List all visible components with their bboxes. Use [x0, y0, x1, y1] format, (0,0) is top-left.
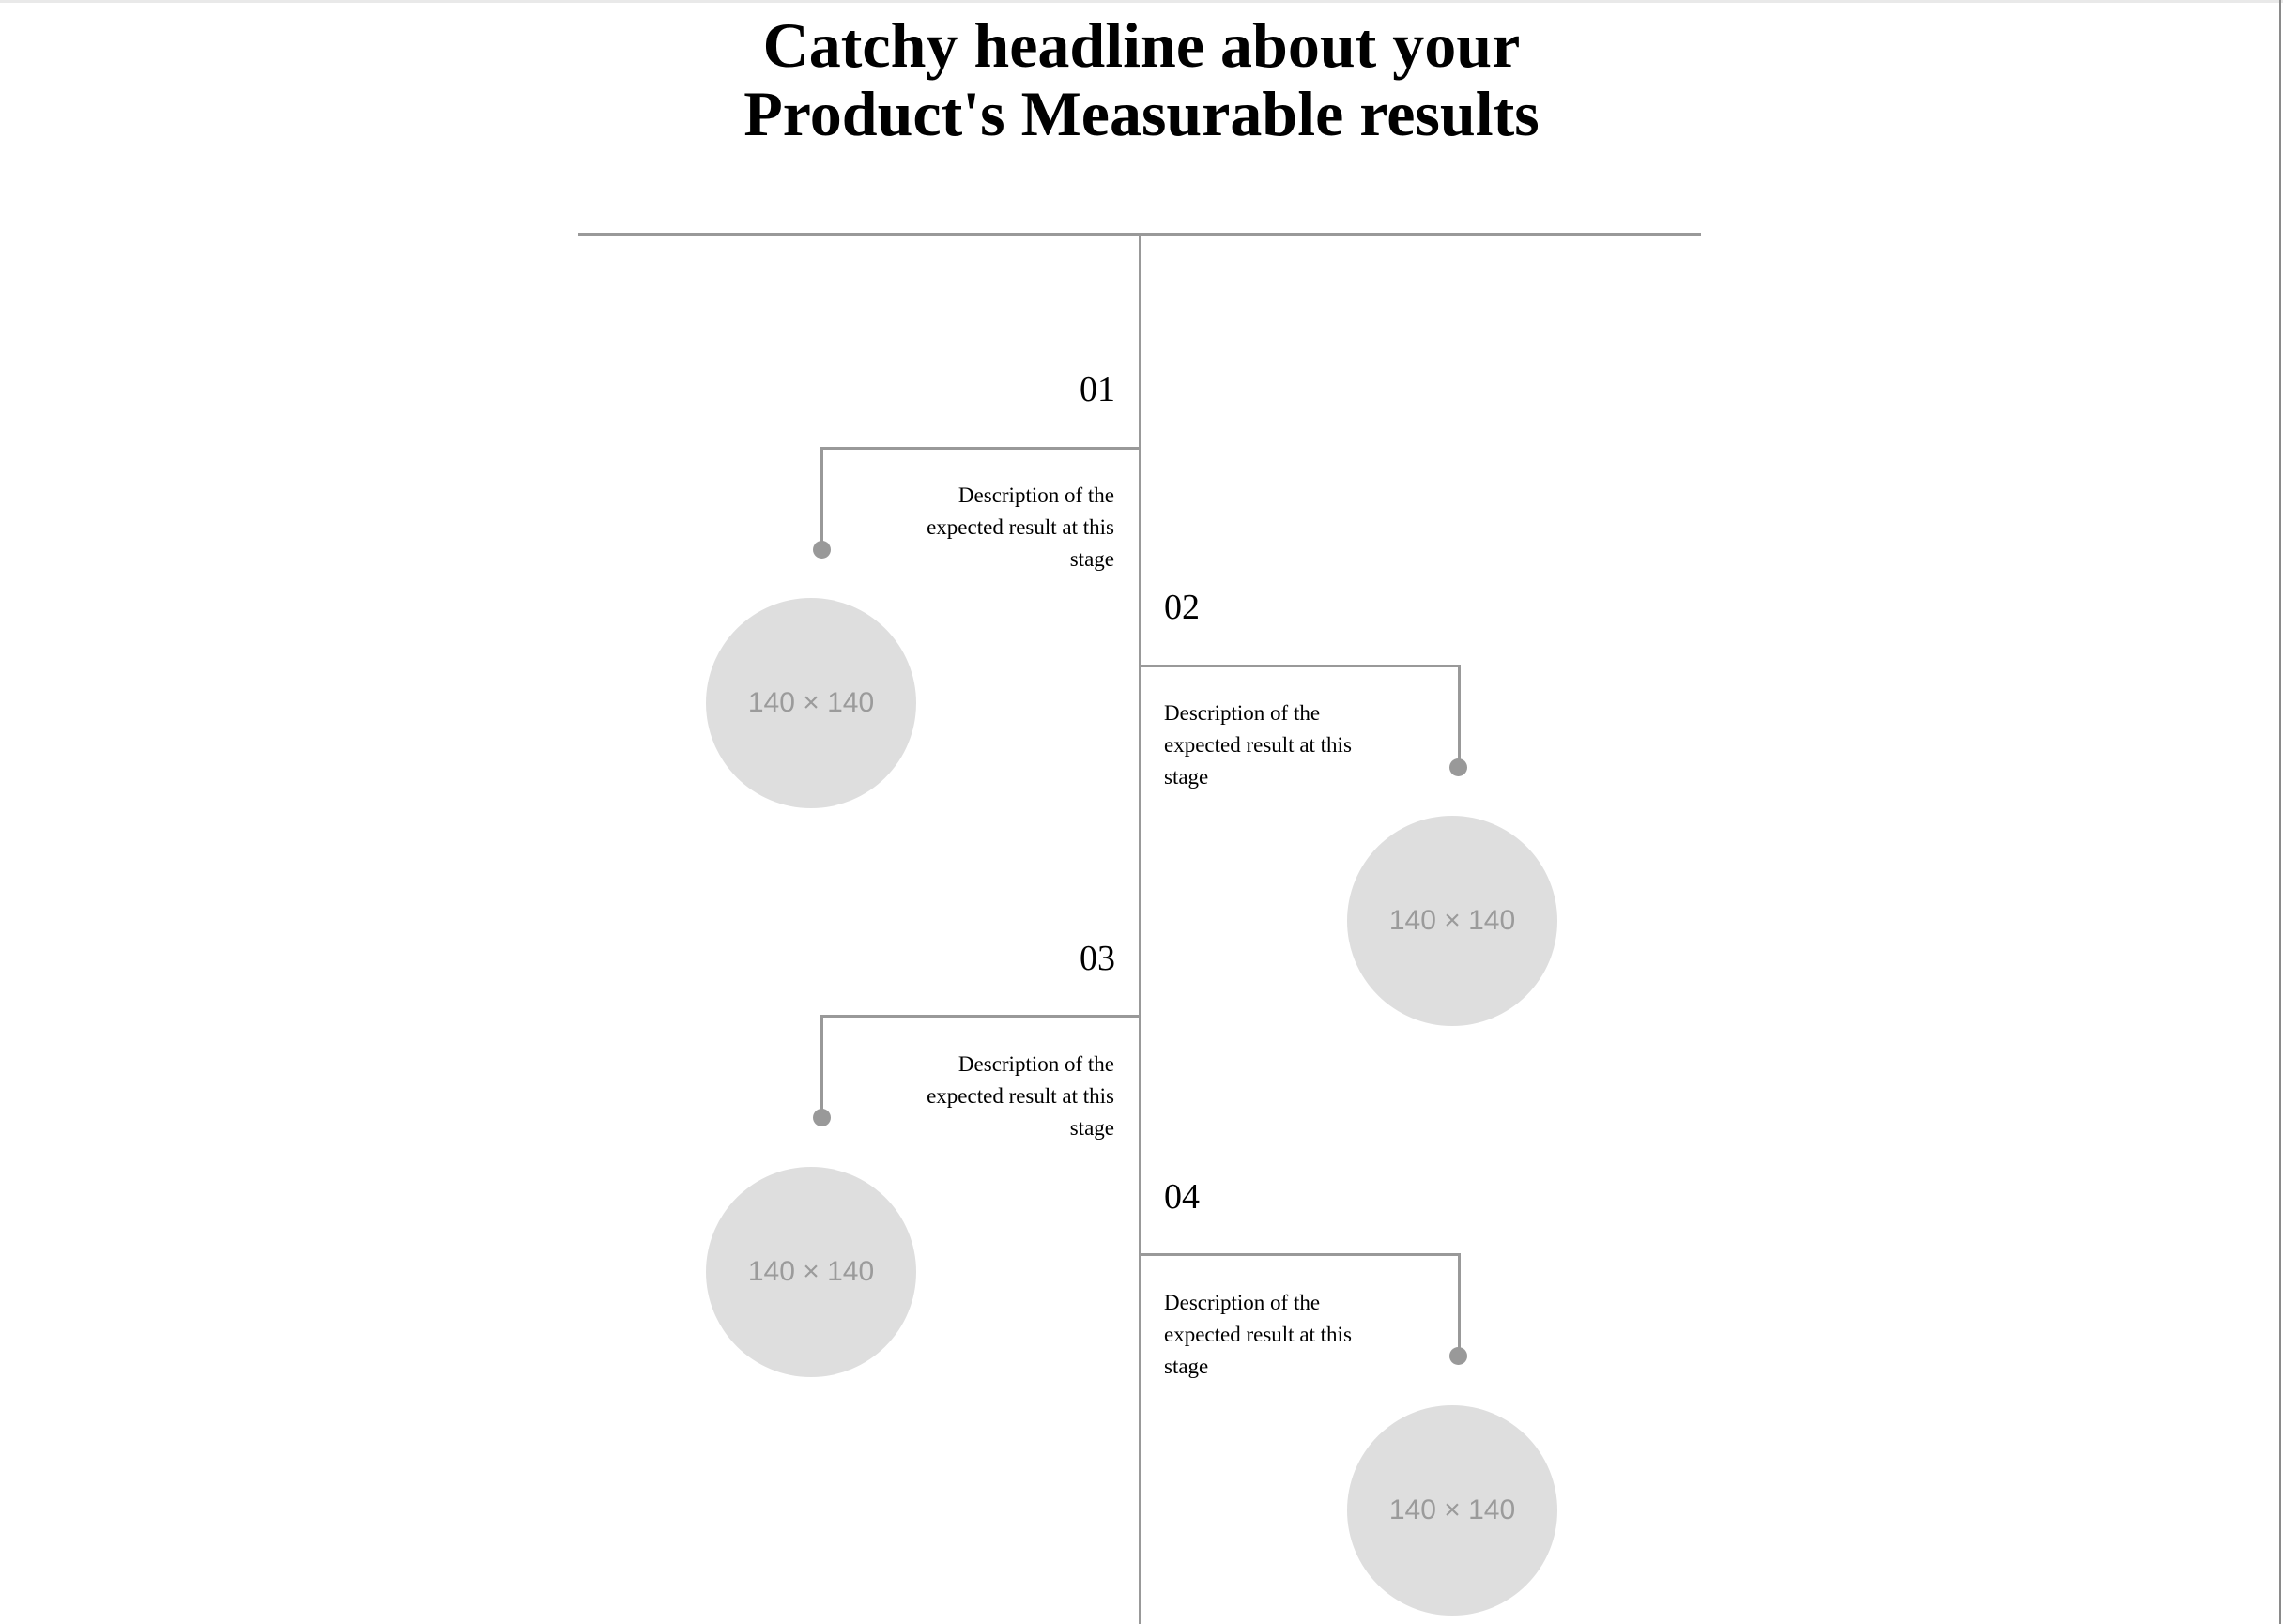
- stage-number: 01: [1080, 370, 1115, 409]
- headline-line-1: Catchy headline about your: [762, 9, 1521, 81]
- stage-connector: [1140, 1253, 1461, 1356]
- stage-image-placeholder: 140 × 140: [1347, 1405, 1557, 1616]
- headline-line-2: Product's Measurable results: [743, 78, 1540, 149]
- stage-dot: [813, 541, 831, 559]
- stage-description: Description of the expected result at th…: [927, 1052, 1114, 1140]
- stage-description: Description of the expected result at th…: [1164, 701, 1352, 789]
- timeline-spine: [1139, 234, 1142, 1624]
- stage-image-placeholder: 140 × 140: [706, 1167, 916, 1377]
- stage-number: 03: [1080, 939, 1115, 978]
- scrollbar-edge: [2279, 0, 2281, 1624]
- stage-connector: [1140, 665, 1461, 768]
- stage-connector: [820, 1015, 1141, 1118]
- stage-connector: [820, 447, 1141, 550]
- stage-description: Description of the expected result at th…: [1164, 1291, 1352, 1378]
- stage-description: Description of the expected result at th…: [927, 483, 1114, 571]
- page-headline: Catchy headline about your Product's Mea…: [672, 11, 1611, 148]
- stage-image-placeholder: 140 × 140: [1347, 816, 1557, 1026]
- window-top-edge: [0, 0, 2283, 3]
- stage-dot: [813, 1109, 831, 1126]
- stage-dot: [1449, 1347, 1467, 1365]
- stage-number: 04: [1164, 1177, 1200, 1217]
- stage-image-placeholder: 140 × 140: [706, 598, 916, 808]
- stage-dot: [1449, 758, 1467, 776]
- stage-number: 02: [1164, 588, 1200, 627]
